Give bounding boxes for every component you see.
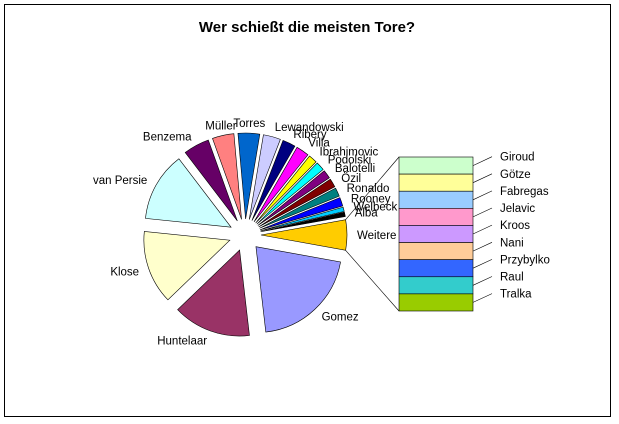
bar-segment-kroos (398, 225, 474, 243)
bar-segment-przybylko (398, 259, 474, 278)
pie-slice-lewandowski (248, 134, 281, 220)
pie-label-lewandowski: Lewandowski (275, 122, 344, 134)
bar-leader-giroud (472, 156, 493, 166)
pie-slice-van-persie (145, 158, 232, 228)
pie-label-ozil: Özil (341, 173, 361, 185)
pie-slice-podolski (256, 162, 324, 225)
pie-slice-alba (260, 211, 346, 233)
pie-label-alba: Alba (355, 207, 379, 219)
bar-segment-nani (398, 242, 474, 260)
pie-slice-ibrahimovic (255, 155, 317, 224)
pie-label-podolski: Podolski (328, 154, 371, 166)
pie-label-ronaldo: Ronaldo (347, 183, 390, 195)
bar-label-raul: Raul (500, 272, 524, 284)
bar-label-przybylko: Przybylko (500, 254, 550, 266)
bar-segment-tralka (398, 293, 474, 312)
bar-segment-gotze (398, 173, 474, 192)
pie-label-van-persie: van Persie (93, 175, 147, 187)
pie-label-balotelli: Balotelli (335, 163, 375, 175)
bar-segment-raul (398, 276, 474, 295)
pie-slice-ribery (251, 140, 296, 221)
pie-label-ibrahimovic: Ibrahimovic (320, 146, 379, 158)
pie-slice-huntelaar (177, 249, 250, 337)
bar-leader-jelavic (472, 207, 493, 218)
bar-segment-jelavic (398, 208, 474, 226)
bar-label-jelavic: Jelavic (500, 203, 535, 215)
bar-leader-kroos (472, 224, 493, 235)
pie-label-gomez: Gomez (322, 312, 359, 324)
bar-leader-gotze (472, 173, 493, 183)
bar-label-gotze: Götze (500, 169, 531, 181)
pie-label-rooney: Rooney (351, 194, 391, 206)
pie-slice-gomez (255, 246, 341, 333)
bar-label-tralka: Tralka (500, 289, 532, 301)
pie-label-klose: Klose (110, 267, 139, 279)
pie-slice-rooney (260, 197, 344, 231)
pie-slice-torres (237, 132, 261, 220)
connector-top (345, 156, 400, 220)
bar-leader-tralka (472, 293, 493, 303)
pie-label-torres: Torres (233, 118, 265, 130)
pie-slice-muller (212, 133, 242, 220)
pie-label-huntelaar: Huntelaar (157, 335, 207, 347)
bar-label-nani: Nani (500, 237, 524, 249)
connector-bottom (345, 250, 400, 312)
chart-title: Wer schießt die meisten Tore? (199, 19, 415, 36)
pie-slice-ozil (258, 178, 336, 228)
bar-leader-nani (472, 242, 493, 252)
pie-slices (143, 132, 348, 337)
pie-label-muller: Müller (205, 121, 236, 133)
bar-leader-przybylko (472, 259, 493, 269)
pie-label-welbeck: Welbeck (353, 202, 397, 214)
bar-label-giroud: Giroud (500, 152, 535, 164)
stacked-bar (398, 156, 474, 312)
pie-label-villa: Villa (308, 138, 330, 150)
pie-label-benzema: Benzema (143, 132, 192, 144)
bar-labels: Giroud Götze Fabregas Jelavic Kroos Nani Przyb… (500, 152, 550, 301)
bar-segment-fabregas (398, 190, 474, 209)
pie-slice-klose (143, 231, 231, 301)
bar-label-kroos: Kroos (500, 220, 530, 232)
pie-slice-villa (253, 146, 309, 222)
pie-label-ribery: Ribery (293, 129, 326, 141)
pie-slice-welbeck (260, 206, 345, 232)
pie-labels: Weitere Gomez Huntelaar Klose van Persie Benz… (93, 118, 398, 347)
bar-segment-giroud (398, 156, 474, 175)
bar-leader-raul (472, 276, 493, 286)
pie-slice-balotelli (257, 170, 330, 226)
pie-label-weitere: Weitere (357, 230, 396, 242)
pie-slice-benzema (184, 139, 238, 222)
bar-label-fabregas: Fabregas (500, 186, 549, 198)
connector-lines (345, 156, 493, 312)
pie-slice-ronaldo (259, 187, 340, 229)
bar-leader-fabregas (472, 190, 493, 201)
